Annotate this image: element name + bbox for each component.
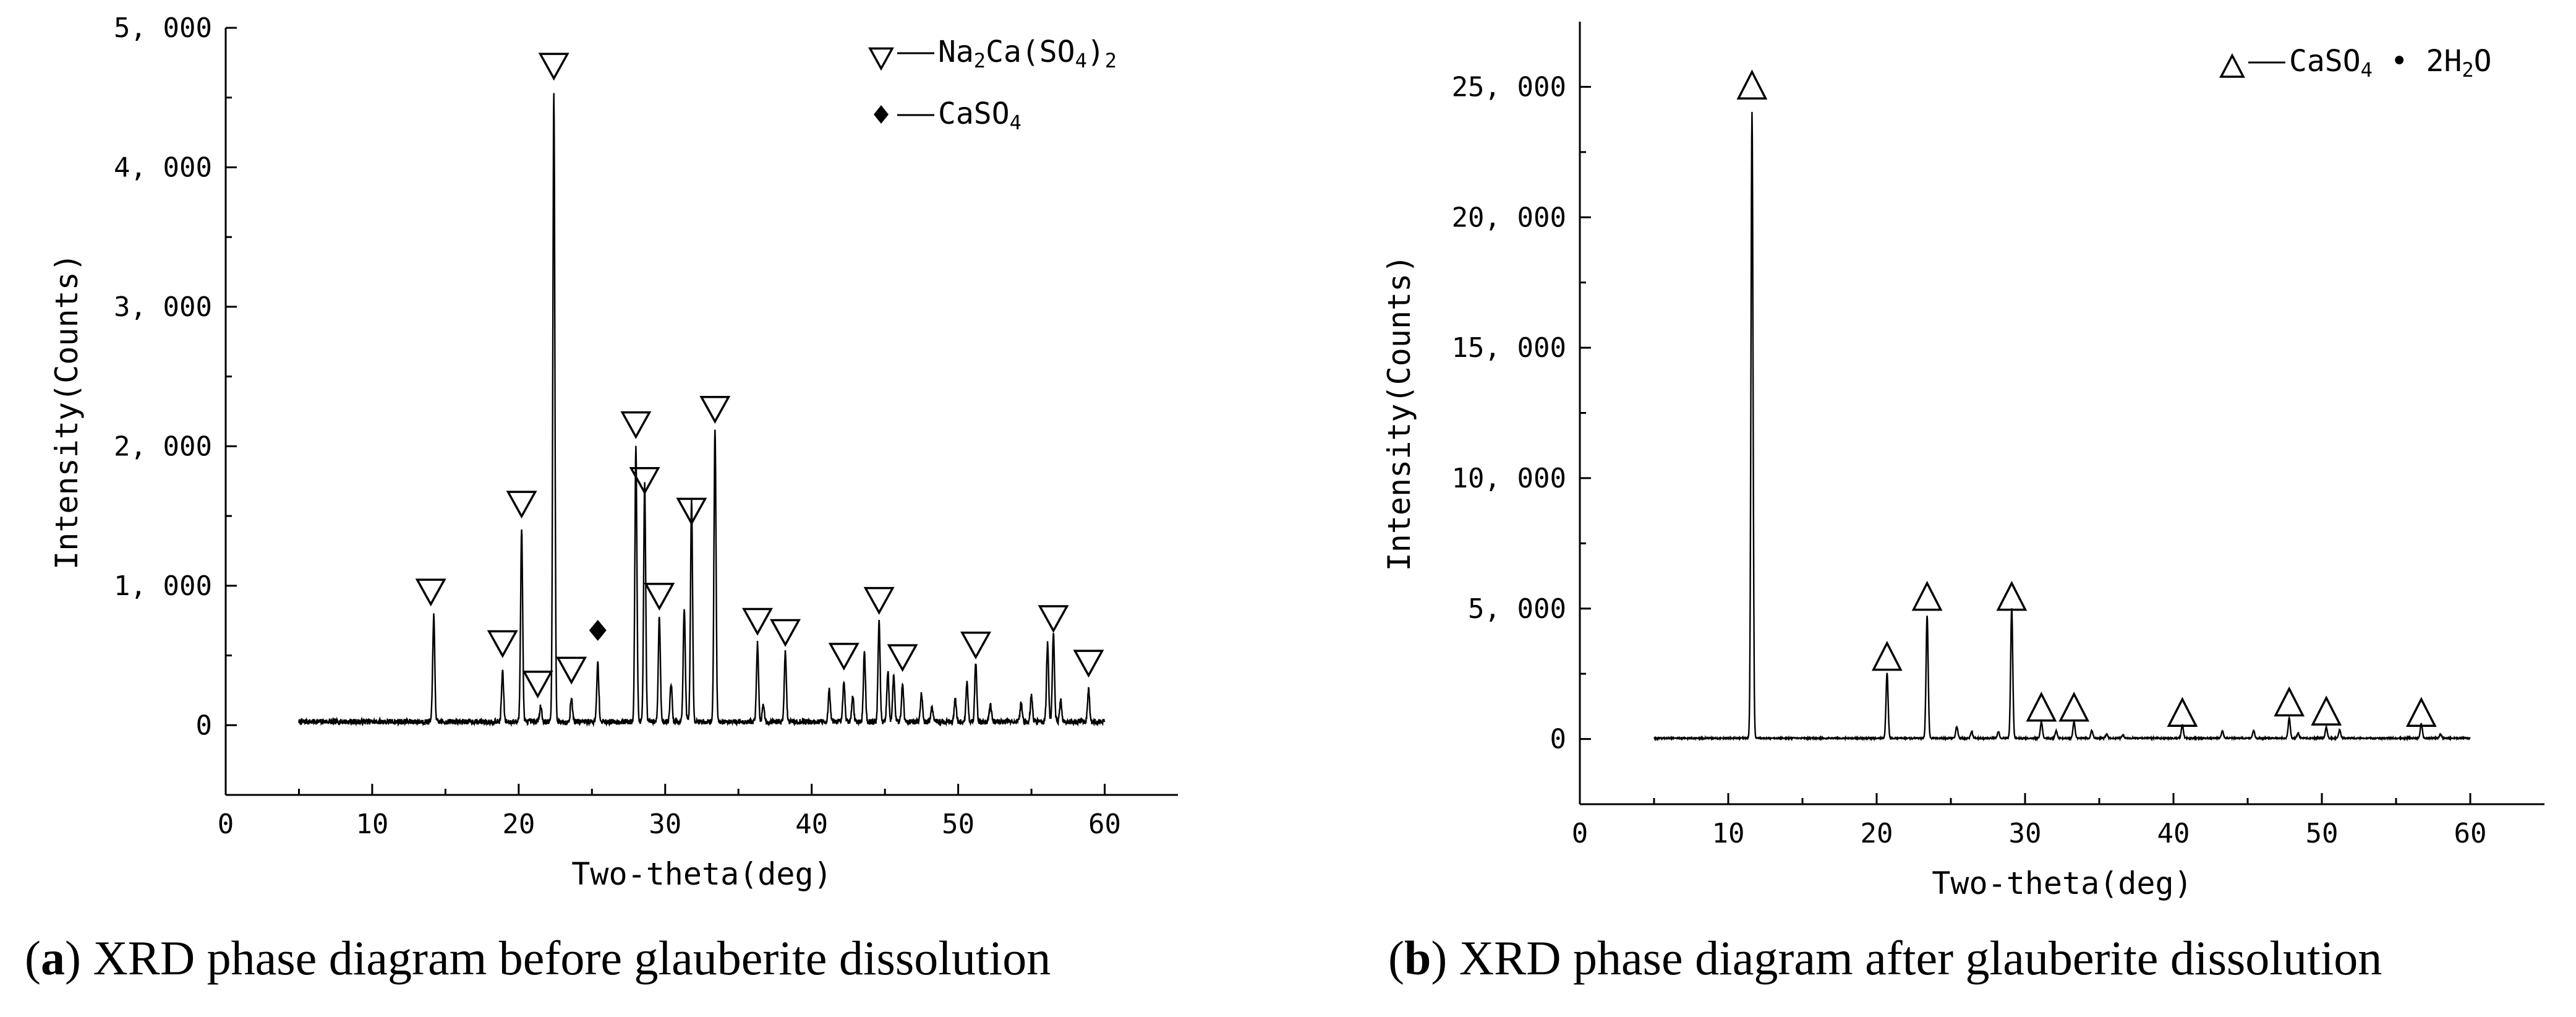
peak-marker-gypsum [2167, 697, 2198, 727]
x-tick-label: 50 [2306, 818, 2339, 849]
x-tick-label: 0 [218, 809, 234, 840]
peak-marker-glauberite [676, 497, 707, 526]
peak-marker-glauberite [699, 396, 731, 424]
peak-marker-gypsum [1996, 580, 2028, 611]
y-tick-label: 0 [1550, 724, 1567, 755]
peak-marker-caso4 [589, 619, 607, 641]
y-tick-label: 10, 000 [1452, 463, 1566, 494]
x-tick-label: 40 [795, 809, 828, 840]
y-tick-label: 0 [196, 710, 213, 741]
x-tick-label: 20 [502, 809, 535, 840]
x-tick-label: 10 [356, 809, 388, 840]
xrd-trace-line [1653, 111, 2471, 742]
peak-marker-glauberite [887, 644, 918, 672]
peak-marker-glauberite [863, 586, 895, 615]
x-tick-label: 60 [2454, 818, 2487, 849]
y-tick-label: 2, 000 [114, 431, 212, 462]
y-axis-title: Intensity(Counts) [49, 253, 85, 570]
peak-marker-glauberite [1038, 605, 1069, 633]
panel-b-chart: 0 10 20 30 40 50 60 0 5, 000 10, 000 15, 000 20, 00… [1381, 22, 2544, 985]
peak-marker-glauberite [1073, 650, 1104, 678]
x-tick-label: 30 [2009, 818, 2042, 849]
xrd-trace-line [298, 93, 1106, 727]
peak-marker-glauberite [770, 619, 801, 647]
peak-marker-glauberite [629, 467, 660, 495]
peak-marker-gypsum [1871, 640, 1903, 671]
y-tick-label: 5, 000 [1468, 593, 1566, 625]
x-tick-label: 30 [649, 809, 681, 840]
peak-marker-glauberite [506, 491, 537, 519]
peak-marker-glauberite [522, 671, 553, 699]
y-tick-label: 3, 000 [114, 291, 212, 323]
peak-marker-glauberite [538, 53, 569, 81]
y-tick-label: 4, 000 [114, 152, 212, 183]
peak-marker-glauberite [960, 632, 992, 660]
peak-marker-glauberite [487, 630, 518, 658]
y-tick-label: 1, 000 [114, 570, 212, 602]
peak-marker-gypsum [1736, 69, 1768, 100]
y-tick-label: 25, 000 [1452, 71, 1566, 103]
peak-marker-glauberite [620, 411, 652, 439]
legend-gypsum-icon [2219, 53, 2245, 78]
legend-label: Na2Ca(SO4)2 [938, 35, 1117, 72]
x-tick-label: 50 [942, 809, 975, 840]
y-tick-label: 20, 000 [1452, 202, 1566, 233]
peak-marker-glauberite [556, 656, 587, 685]
x-axis-title: Two-theta(deg) [1932, 865, 2192, 901]
x-tick-label: 0 [1572, 818, 1589, 849]
x-tick-label: 20 [1861, 818, 1893, 849]
x-axis-title: Two-theta(deg) [571, 856, 832, 892]
peak-marker-glauberite [828, 643, 859, 671]
x-tick-label: 10 [1712, 818, 1745, 849]
figure-caption: (a) XRD phase diagram before glauberite … [25, 931, 1051, 985]
peak-marker-gypsum [2058, 692, 2090, 722]
legend-caso4-icon [874, 105, 889, 124]
legend-glauberite-icon [868, 47, 894, 71]
peak-marker-gypsum [2311, 695, 2342, 726]
peak-marker-gypsum [2274, 686, 2305, 717]
peak-marker-gypsum [2026, 692, 2057, 722]
x-tick-label: 60 [1088, 809, 1121, 840]
peak-marker-glauberite [742, 607, 774, 636]
peak-marker-gypsum [1911, 580, 1943, 611]
y-axis-title: Intensity(Counts) [1381, 255, 1417, 572]
peak-marker-gypsum [2405, 697, 2437, 727]
peak-marker-glauberite [644, 583, 675, 611]
y-tick-label: 5, 000 [114, 12, 212, 44]
panel-a-chart: 0 10 20 30 40 50 60 0 1, 000 2, 000 3, 000 4, 000 5,… [25, 12, 1178, 985]
x-tick-label: 40 [2157, 818, 2190, 849]
peak-marker-glauberite [415, 578, 446, 607]
legend-label: CaSO4 • 2H2O [2289, 44, 2492, 82]
y-tick-label: 15, 000 [1452, 332, 1566, 364]
figure-caption: (b) XRD phase diagram after glauberite d… [1388, 931, 2382, 985]
legend-label: CaSO4 [938, 97, 1021, 134]
